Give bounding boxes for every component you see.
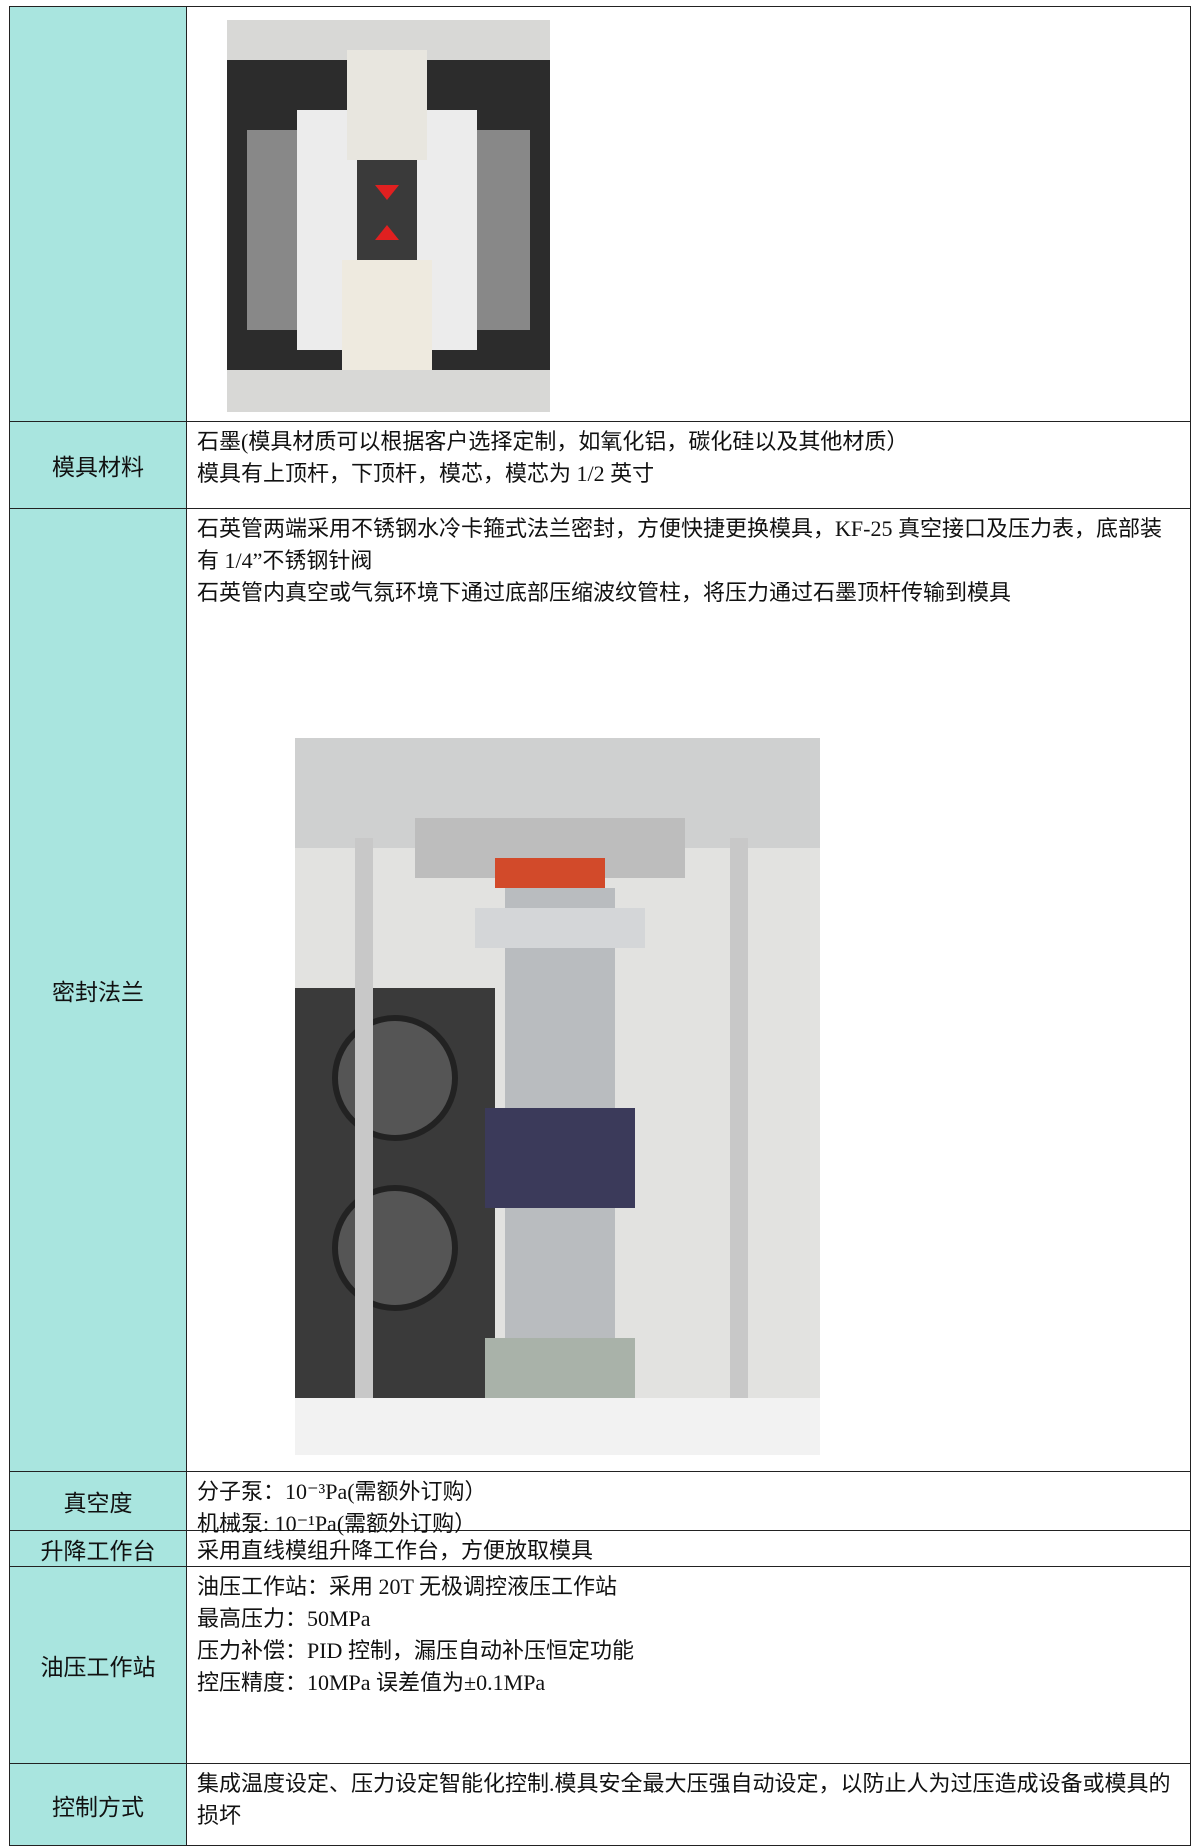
content-line: 集成温度设定、压力设定智能化控制.模具安全最大压强自动设定，以防止人为过压造成设… (197, 1771, 1171, 1828)
row-label-cell: 真空度 (9, 1471, 187, 1531)
flange-photo (295, 738, 820, 1455)
row-label: 模具材料 (52, 455, 144, 480)
row-content-cell: 分子泵：10⁻³Pa(需额外订购） 机械泵: 10⁻¹Pa(需额外订购） (186, 1471, 1191, 1536)
row-label: 真空度 (63, 1491, 133, 1516)
content-line: 石英管两端采用不锈钢水冷卡箍式法兰密封，方便快捷更换模具，KF-25 真空接口及… (197, 516, 1162, 573)
content-line: 石英管内真空或气氛环境下通过底部压缩波纹管柱，将压力通过石墨顶杆传输到模具 (197, 580, 1012, 605)
content-line: 最高压力：50MPa (197, 1606, 371, 1631)
content-line: 油压工作站：采用 20T 无极调控液压工作站 (197, 1574, 618, 1599)
row-label-cell: 控制方式 (9, 1763, 187, 1846)
row-content-cell: 石英管两端采用不锈钢水冷卡箍式法兰密封，方便快捷更换模具，KF-25 真空接口及… (186, 508, 1191, 1472)
row-content-cell (186, 6, 1191, 422)
content-line: 石墨(模具材质可以根据客户选择定制，如氧化铝，碳化硅以及其他材质） (197, 429, 909, 454)
row-label-cell: 油压工作站 (9, 1566, 187, 1764)
row-label-cell: 升降工作台 (9, 1530, 187, 1567)
content-line: 模具有上顶杆，下顶杆，模芯，模芯为 1/2 英寸 (197, 461, 655, 486)
row-label: 升降工作台 (40, 1538, 156, 1564)
row-content-cell: 油压工作站：采用 20T 无极调控液压工作站 最高压力：50MPa 压力补偿：PID… (186, 1566, 1191, 1764)
content-line: 机械泵: 10⁻¹Pa(需额外订购） (197, 1511, 477, 1536)
row-label: 控制方式 (52, 1794, 144, 1820)
row-content-cell: 集成温度设定、压力设定智能化控制.模具安全最大压强自动设定，以防止人为过压造成设… (186, 1763, 1191, 1846)
row-label-cell (9, 6, 187, 422)
mold-photo (227, 20, 550, 412)
row-label: 油压工作站 (40, 1655, 156, 1680)
row-label-cell: 模具材料 (9, 421, 187, 509)
content-line: 分子泵：10⁻³Pa(需额外订购） (197, 1479, 487, 1504)
row-label: 密封法兰 (52, 980, 144, 1005)
row-label-cell: 密封法兰 (9, 508, 187, 1472)
content-line: 采用直线模组升降工作台，方便放取模具 (197, 1538, 594, 1563)
row-content-cell: 石墨(模具材质可以根据客户选择定制，如氧化铝，碳化硅以及其他材质） 模具有上顶杆，… (186, 421, 1191, 509)
content-line: 控压精度：10MPa 误差值为±0.1MPa (197, 1670, 546, 1695)
content-line: 压力补偿：PID 控制，漏压自动补压恒定功能 (197, 1638, 634, 1663)
